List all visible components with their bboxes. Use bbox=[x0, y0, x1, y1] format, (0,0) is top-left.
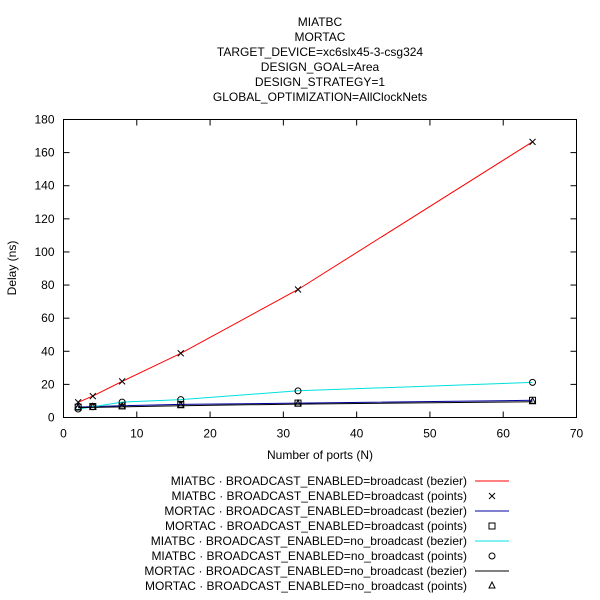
data-point-cross bbox=[177, 349, 185, 357]
title-line: GLOBAL_OPTIMIZATION=AllClockNets bbox=[213, 90, 427, 104]
x-tick-label: 20 bbox=[203, 427, 217, 441]
data-point-cross bbox=[529, 138, 536, 146]
data-point-triangle bbox=[74, 402, 82, 411]
title-line: TARGET_DEVICE=xc6slx45-3-csg324 bbox=[217, 45, 424, 59]
legend-label: MIATBC · BROADCAST_ENABLED=broadcast (po… bbox=[171, 489, 467, 503]
series-line bbox=[78, 141, 533, 403]
legend-swatch-triangle bbox=[488, 580, 496, 589]
x-tick-label: 50 bbox=[423, 427, 437, 441]
series-7 bbox=[74, 396, 537, 411]
y-tick-label: 160 bbox=[34, 146, 54, 160]
data-point-cross-stroke bbox=[118, 378, 126, 385]
legend-entry: MIATBC · BROADCAST_ENABLED=broadcast (be… bbox=[171, 474, 509, 488]
data-point-circle bbox=[118, 398, 126, 406]
legend-entry: MORTAC · BROADCAST_ENABLED=no_broadcast … bbox=[144, 564, 509, 578]
x-tick-label: 30 bbox=[277, 427, 291, 441]
series-0 bbox=[78, 141, 533, 403]
legend-swatch-square bbox=[488, 522, 496, 530]
data-point-triangle bbox=[528, 396, 537, 405]
legend-label: MORTAC · BROADCAST_ENABLED=broadcast (be… bbox=[164, 504, 467, 518]
plot-area bbox=[74, 138, 537, 413]
data-point-cross bbox=[118, 378, 126, 385]
legend-label: MORTAC · BROADCAST_ENABLED=broadcast (po… bbox=[165, 519, 467, 533]
data-point-circle bbox=[294, 387, 302, 395]
data-point-cross bbox=[89, 392, 97, 400]
x-axis-label: Number of ports (N) bbox=[267, 448, 373, 462]
legend-label: MIATBC · BROADCAST_ENABLED=no_broadcast … bbox=[151, 534, 467, 548]
x-tick-label: 0 bbox=[60, 427, 67, 441]
y-tick-label: 120 bbox=[34, 212, 54, 226]
data-point-cross-stroke bbox=[89, 392, 97, 400]
data-point-triangle bbox=[118, 401, 126, 410]
data-point-cross-stroke bbox=[294, 286, 302, 293]
title-line: MIATBC bbox=[298, 15, 343, 29]
legend-swatch-cross bbox=[488, 492, 496, 500]
y-tick-label: 0 bbox=[48, 411, 55, 425]
legend-label: MIATBC · BROADCAST_ENABLED=no_broadcast … bbox=[151, 549, 467, 563]
legend-entry: MIATBC · BROADCAST_ENABLED=broadcast (po… bbox=[171, 489, 496, 503]
x-axis: 0 10 20 30 40 50 60 70 bbox=[60, 119, 584, 441]
legend-swatch-cross-stroke bbox=[488, 492, 496, 500]
y-tick-label: 100 bbox=[34, 245, 54, 259]
title-line: MORTAC bbox=[295, 30, 346, 44]
legend-entry: MIATBC · BROADCAST_ENABLED=no_broadcast … bbox=[151, 549, 496, 563]
legend-entry: MORTAC · BROADCAST_ENABLED=broadcast (be… bbox=[164, 504, 509, 518]
series-1 bbox=[74, 138, 536, 406]
data-point-cross-stroke bbox=[529, 138, 536, 146]
data-point-cross-stroke bbox=[177, 349, 185, 357]
data-point-cross bbox=[294, 286, 302, 293]
y-tick-label: 140 bbox=[34, 179, 54, 193]
y-axis: 0 20 40 60 80 100 120 140 160 180 bbox=[34, 113, 577, 425]
legend-label: MORTAC · BROADCAST_ENABLED=no_broadcast … bbox=[144, 564, 467, 578]
y-tick-label: 40 bbox=[41, 344, 55, 358]
y-tick-label: 20 bbox=[41, 377, 55, 391]
data-point-triangle bbox=[89, 402, 97, 410]
y-axis-label: Delay (ns) bbox=[5, 241, 19, 296]
legend-entry: MORTAC · BROADCAST_ENABLED=no_broadcast … bbox=[145, 579, 496, 593]
title-line: DESIGN_GOAL=Area bbox=[261, 60, 380, 74]
y-tick-label: 80 bbox=[41, 278, 55, 292]
legend-entry: MIATBC · BROADCAST_ENABLED=no_broadcast … bbox=[151, 534, 509, 548]
legend-swatch-circle bbox=[488, 552, 496, 560]
legend-label: MORTAC · BROADCAST_ENABLED=no_broadcast … bbox=[145, 579, 467, 593]
data-point-triangle bbox=[176, 400, 185, 409]
legend: MIATBC · BROADCAST_ENABLED=broadcast (be… bbox=[144, 474, 509, 593]
plot-frame bbox=[63, 119, 577, 418]
x-tick-label: 70 bbox=[570, 427, 584, 441]
legend-entry: MORTAC · BROADCAST_ENABLED=broadcast (po… bbox=[165, 519, 496, 533]
x-tick-label: 60 bbox=[497, 427, 511, 441]
title-line: DESIGN_STRATEGY=1 bbox=[255, 75, 385, 89]
data-point-circle bbox=[529, 378, 537, 386]
y-tick-label: 180 bbox=[34, 113, 54, 127]
chart-title: MIATBC MORTAC TARGET_DEVICE=xc6slx45-3-c… bbox=[213, 15, 427, 104]
data-point-triangle bbox=[294, 398, 302, 407]
y-tick-label: 60 bbox=[41, 311, 55, 325]
legend-label: MIATBC · BROADCAST_ENABLED=broadcast (be… bbox=[171, 474, 467, 488]
x-tick-label: 40 bbox=[350, 427, 364, 441]
x-tick-label: 10 bbox=[130, 427, 144, 441]
